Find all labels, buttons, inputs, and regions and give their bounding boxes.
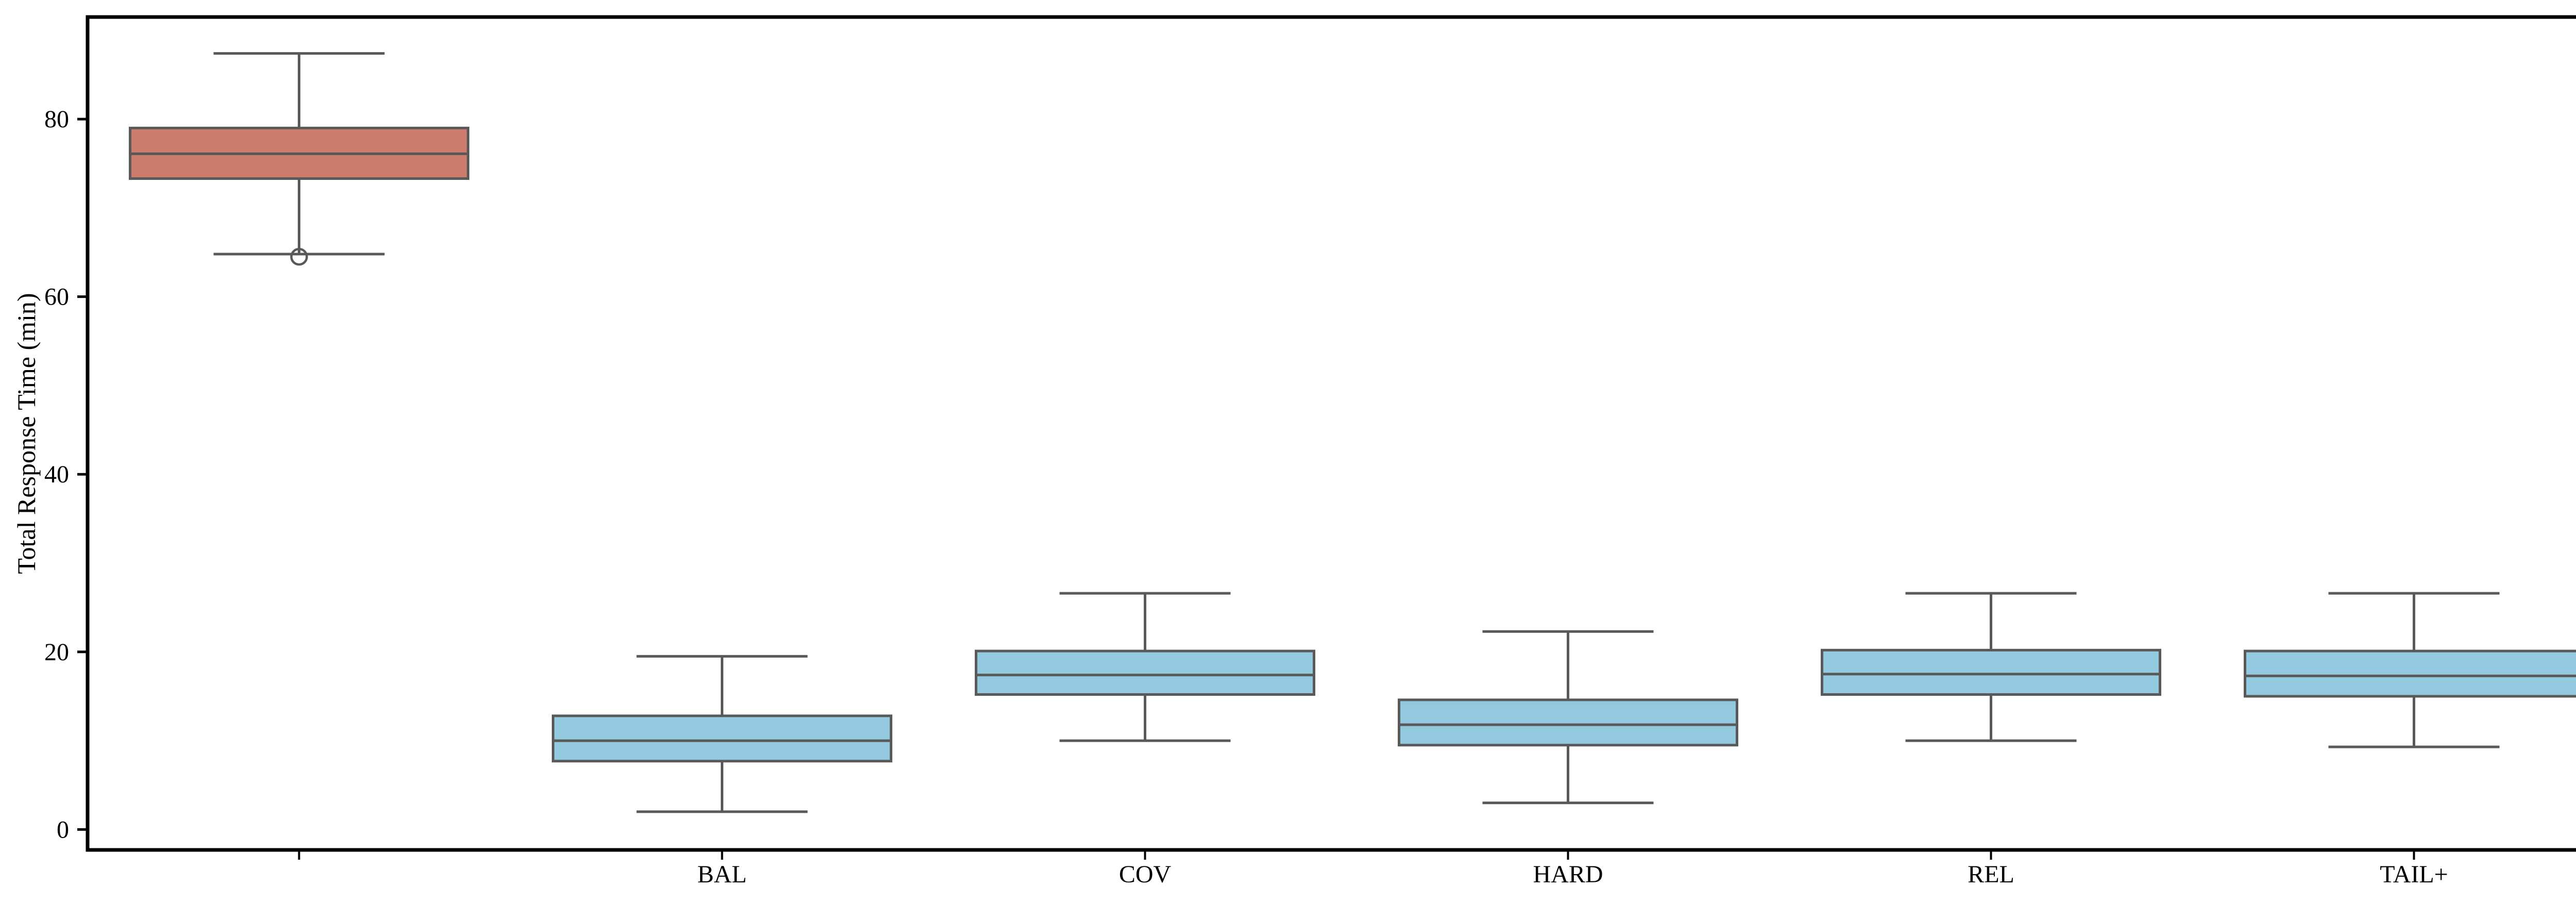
x-tick-label-HARD: HARD <box>1533 861 1603 888</box>
x-tick-label-TAIL+: TAIL+ <box>2380 861 2448 888</box>
y-tick-label-20: 20 <box>44 639 69 666</box>
box-rel <box>1821 648 2161 696</box>
plot-frame <box>86 15 2576 852</box>
y-tick-label-0: 0 <box>57 816 69 843</box>
box-tail- <box>2244 649 2576 698</box>
x-tick-label-COV: COV <box>1119 861 1172 888</box>
flier-current-status-0 <box>290 247 308 266</box>
box-hard <box>1398 698 1738 747</box>
box-bal <box>552 714 892 763</box>
x-tick-label-REL: REL <box>1968 861 2014 888</box>
y-axis-label: Total Response Time (min) <box>12 293 41 574</box>
x-tick-label-BAL: BAL <box>698 861 747 888</box>
y-tick-label-80: 80 <box>44 106 69 133</box>
y-tick-label-60: 60 <box>44 283 69 311</box>
y-tick-label-40: 40 <box>44 461 69 488</box>
box-cov <box>975 649 1315 696</box>
